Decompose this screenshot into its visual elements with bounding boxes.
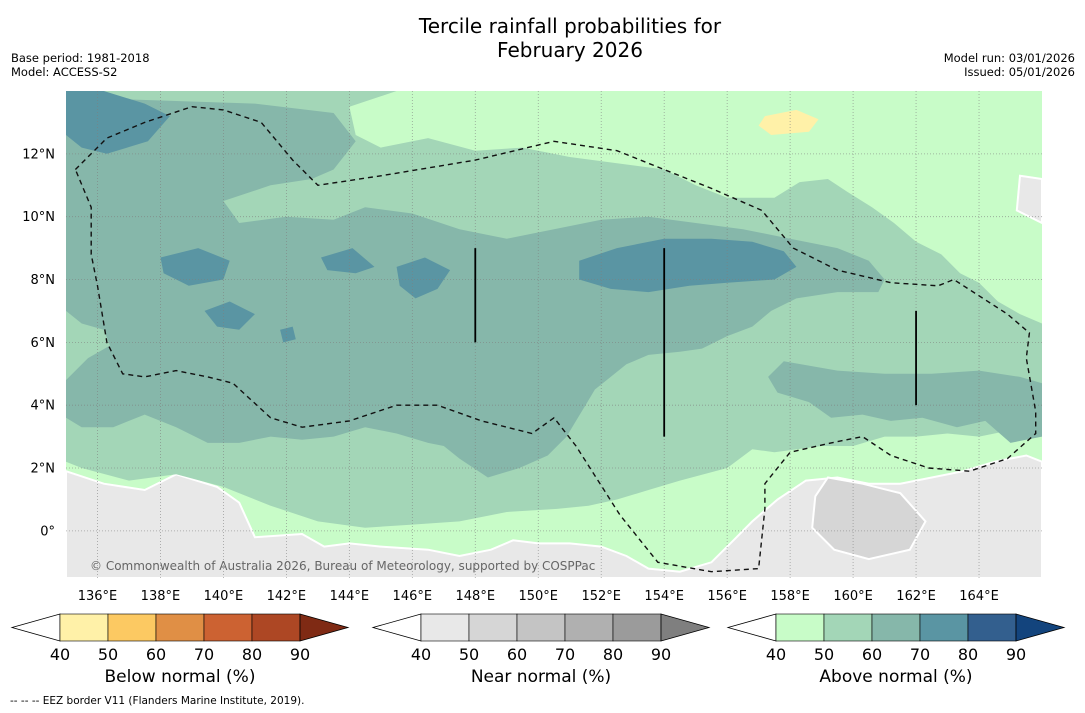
colorbar-segment: [871, 613, 921, 642]
colorbar-segment: [468, 613, 518, 642]
y-tick-label: 6°N: [31, 336, 56, 351]
colorbar-tick: 40: [411, 645, 431, 664]
title-line-1: Tercile rainfall probabilities for: [418, 14, 722, 38]
colorbar-tick: 60: [862, 645, 882, 664]
model-name: Model: ACCESS-S2: [11, 65, 118, 79]
colorbar-segment: [919, 613, 969, 642]
model-run: Model run: 03/01/2026: [943, 51, 1075, 65]
colorbars: 40 50 60 70 80 90 40 50 60 70 80 90 40 50 60 70 80 90: [10, 613, 1066, 664]
colorbar-segment: [59, 613, 109, 642]
x-tick-label: 150°E: [518, 589, 558, 604]
copyright-text: © Commonwealth of Australia 2026, Bureau…: [90, 559, 595, 573]
colorbar-segment: [107, 613, 157, 642]
colorbar-tick: 60: [507, 645, 527, 664]
region-near-3: [811, 476, 927, 561]
x-tick-label: 152°E: [581, 589, 621, 604]
colorbar-over-arrow: [1015, 613, 1066, 642]
colorbar-segment: [155, 613, 205, 642]
colorbar-segment: [823, 613, 873, 642]
colorbar-tick: 70: [555, 645, 575, 664]
issued-date: Issued: 05/01/2026: [964, 65, 1075, 79]
base-period: Base period: 1981-2018: [11, 51, 150, 65]
colorbar-tick: 60: [146, 645, 166, 664]
colorbar-tick: 90: [290, 645, 310, 664]
region-near-1: [66, 454, 1042, 578]
colorbar-tick: 70: [910, 645, 930, 664]
region-above-11: [321, 248, 375, 274]
colorbar-segment: [612, 613, 662, 642]
region-above-8: [66, 91, 170, 154]
x-tick-label: 160°E: [833, 589, 873, 604]
colorbar-tick: 90: [1006, 645, 1026, 664]
colorbar-tick: 80: [958, 645, 978, 664]
colorbar-tick: 40: [766, 645, 786, 664]
y-tick-label: 12°N: [22, 147, 55, 162]
colorbar-tick: 90: [651, 645, 671, 664]
colorbar-segment: [420, 613, 470, 642]
colorbar-over-arrow: [299, 613, 350, 642]
chart-title: Tercile rainfall probabilities for Febru…: [0, 14, 1085, 62]
y-tick-label: 8°N: [31, 273, 56, 288]
y-tick-label: 2°N: [31, 462, 56, 477]
footnote: -- -- -- EEZ border V11 (Flanders Marine…: [10, 695, 305, 707]
meta-left: Base period: 1981-2018 Model: ACCESS-S2: [11, 51, 150, 79]
region-near-2: [1015, 174, 1042, 225]
x-tick-label: 144°E: [330, 589, 370, 604]
probability-regions: [66, 91, 1042, 578]
eez-line-0: [74, 105, 1037, 573]
region-below-4: [758, 109, 819, 135]
region-above-10: [160, 248, 230, 286]
colorbar-tick: 50: [814, 645, 834, 664]
y-tick-label: 0°: [40, 524, 55, 539]
colorbar-under-arrow: [10, 613, 61, 642]
region-above-9: [579, 238, 797, 293]
colorbar-tick: 80: [242, 645, 262, 664]
region-above-14: [280, 326, 296, 343]
colorbar-label-below: Below normal (%): [104, 667, 256, 687]
colorbar-over-arrow: [660, 613, 711, 642]
colorbar-tick: 70: [194, 645, 214, 664]
x-tick-label: 148°E: [456, 589, 496, 604]
region-above-13: [204, 301, 255, 330]
x-axis-ticks: 136°E 138°E 140°E 142°E 144°E 146°E 148°E 150°E…: [78, 589, 999, 604]
x-tick-label: 136°E: [78, 589, 118, 604]
x-tick-label: 140°E: [204, 589, 244, 604]
boundary-lines: [474, 248, 917, 437]
x-tick-label: 138°E: [141, 589, 181, 604]
colorbar-label-above: Above normal (%): [819, 667, 973, 687]
meta-right: Model run: 03/01/2026 Issued: 05/01/2026: [944, 51, 1075, 79]
region-above-7: [768, 361, 1042, 443]
colorbar-segment: [203, 613, 253, 642]
colorbar-segment: [564, 613, 614, 642]
colorbar-tick: 50: [98, 645, 118, 664]
x-tick-label: 142°E: [267, 589, 307, 604]
colorbar-segment: [516, 613, 566, 642]
colorbar-tick: 50: [459, 645, 479, 664]
y-tick-label: 10°N: [22, 210, 55, 225]
x-tick-label: 164°E: [959, 589, 999, 604]
colorbar-under-arrow: [371, 613, 422, 642]
colorbar-tick: 80: [603, 645, 623, 664]
x-tick-label: 156°E: [707, 589, 747, 604]
x-tick-label: 158°E: [770, 589, 810, 604]
colorbar-segment: [775, 613, 825, 642]
title-line-2: February 2026: [497, 38, 643, 62]
x-tick-label: 154°E: [644, 589, 684, 604]
colorbar-segment: [251, 613, 301, 642]
colorbar-under-arrow: [726, 613, 777, 642]
y-axis-ticks: 0° 2°N 4°N 6°N 8°N 10°N 12°N: [22, 147, 55, 539]
colorbar-segment: [967, 613, 1017, 642]
colorbar-label-near: Near normal (%): [470, 667, 612, 687]
y-tick-label: 4°N: [31, 399, 56, 414]
eez-border: [74, 105, 1037, 573]
region-above-12: [396, 257, 451, 299]
x-tick-label: 146°E: [393, 589, 433, 604]
x-tick-label: 162°E: [896, 589, 936, 604]
colorbar-tick: 40: [50, 645, 70, 664]
